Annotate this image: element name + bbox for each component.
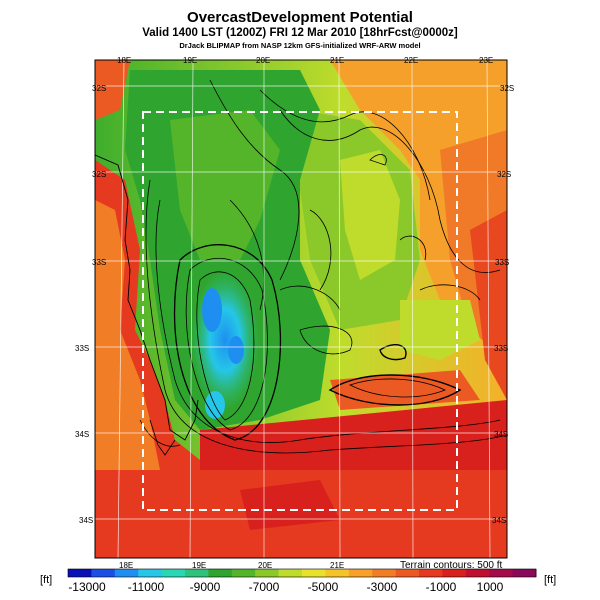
colorbar (67, 568, 537, 578)
lat-label-right: 32S (500, 84, 515, 93)
lon-label-top: 22E (404, 56, 419, 65)
colorbar-border (67, 568, 537, 578)
colorbar-swatch (512, 569, 537, 577)
lat-label-left: 32S (92, 84, 107, 93)
terrain-contour-note: Terrain contours: 500 ft (400, 560, 503, 571)
lon-label-top: 21E (330, 56, 345, 65)
colorbar-tick-label: -3000 (366, 580, 398, 594)
colorbar-tick-label: -1000 (425, 580, 457, 594)
colorbar-tick-label: -7000 (248, 580, 280, 594)
lat-label-left: 33S (92, 258, 107, 267)
lat-label-right: 34S (494, 430, 509, 439)
colorbar-swatch (68, 569, 92, 577)
lon-label-bottom: 19E (192, 561, 207, 570)
colorbar-tick-label: -13000 (68, 580, 106, 594)
colorbar-swatch (419, 569, 443, 577)
forecast-field (95, 60, 507, 558)
lat-label-right: 34S (492, 516, 507, 525)
colorbar-swatch (302, 569, 326, 577)
map-border (94, 59, 508, 559)
colorbar-swatch (138, 569, 163, 577)
colorbar-swatch (372, 569, 397, 577)
chart-title: OvercastDevelopment Potential (187, 9, 413, 26)
lat-label-left: 33S (75, 344, 90, 353)
lat-label-right: 33S (495, 258, 510, 267)
lon-label-top: 18E (117, 56, 132, 65)
colorbar-swatch (255, 569, 280, 577)
lon-label-bottom: 18E (119, 561, 134, 570)
lat-label-left: 32S (92, 170, 107, 179)
colorbar-tick-label: -5000 (307, 580, 339, 594)
domain-boundary (142, 111, 458, 511)
valid-time-subtitle: Valid 1400 LST (1200Z) FRI 12 Mar 2010 [… (142, 27, 458, 39)
colorbar-swatch (465, 569, 490, 577)
lon-label-top: 19E (183, 56, 198, 65)
colorbar-swatch (348, 569, 373, 577)
colorbar-swatch (114, 569, 139, 577)
colorbar-swatch (161, 569, 186, 577)
lon-label-top: 23E (479, 56, 494, 65)
colorbar-swatch (208, 569, 233, 577)
colorbar-tick-label: -11000 (127, 580, 165, 594)
colorbar-tick-label: 1000 (476, 580, 504, 594)
colorbar-swatch (395, 569, 420, 577)
lat-label-left: 34S (79, 516, 94, 525)
colorbar-swatch (185, 569, 209, 577)
lon-label-bottom: 21E (330, 561, 345, 570)
colorbar-swatch (442, 569, 467, 577)
lon-label-top: 20E (256, 56, 271, 65)
colorbar-unit-right: [ft] (544, 574, 557, 586)
colorbar-swatch (231, 569, 256, 577)
colorbar-unit-left: [ft] (40, 574, 53, 586)
model-credit: DrJack BLIPMAP from NASP 12km GFS-initia… (179, 41, 421, 50)
colorbar-swatch (91, 569, 116, 577)
lon-label-bottom: 20E (258, 561, 273, 570)
colorbar-tick-label: -9000 (189, 580, 221, 594)
lat-label-right: 33S (494, 344, 509, 353)
colorbar-swatch (489, 569, 514, 577)
lat-label-right: 32S (497, 170, 512, 179)
colorbar-swatch (278, 569, 303, 577)
colorbar-swatch (325, 569, 350, 577)
lat-label-left: 34S (75, 430, 90, 439)
